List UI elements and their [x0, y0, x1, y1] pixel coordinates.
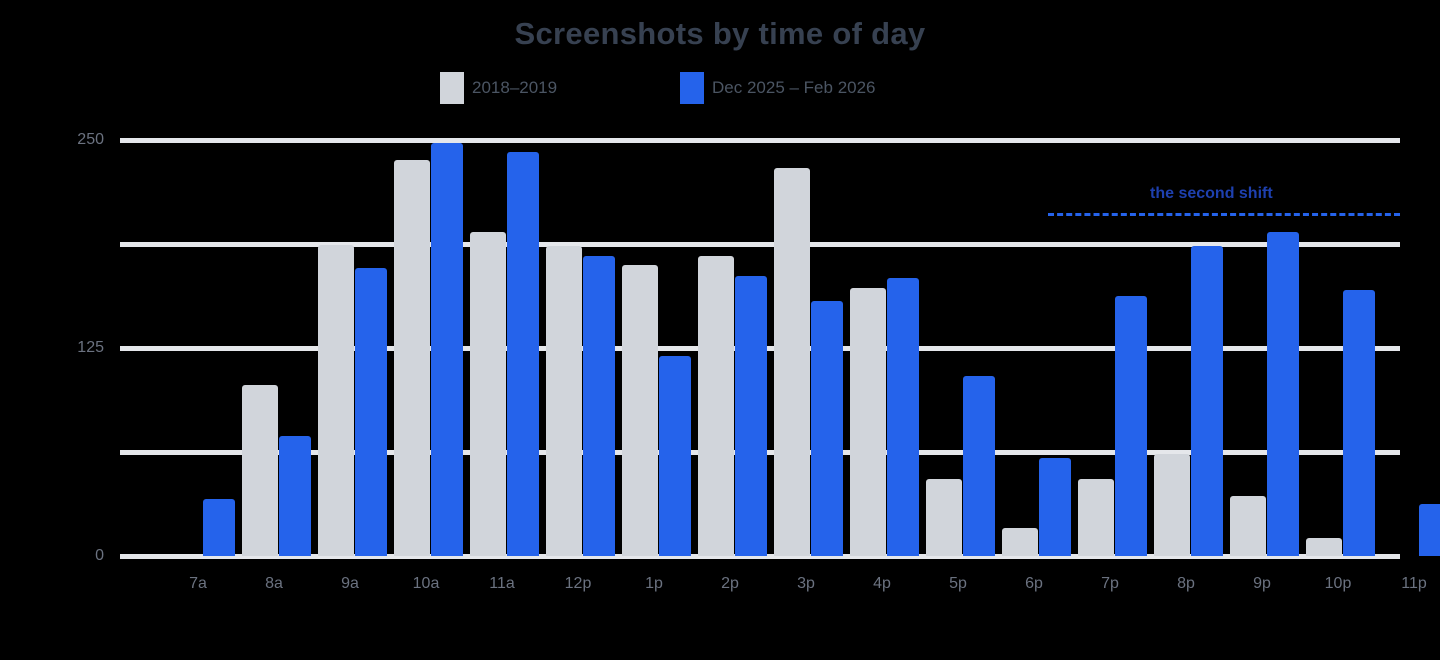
x-tick-label: 12p: [564, 575, 592, 592]
y-tick-label: 125: [77, 339, 104, 356]
legend-label: 2018–2019: [472, 78, 558, 97]
gridline: [120, 138, 1400, 143]
x-tick-label: 9a: [341, 575, 359, 592]
gridline: [120, 554, 1400, 559]
bar-2018-2019: [1002, 527, 1038, 556]
y-tick-label: 0: [95, 547, 104, 564]
bar-dec2025-feb2026: [1343, 289, 1375, 556]
x-tick-label: 6p: [1025, 575, 1043, 592]
bar-dec2025-feb2026: [1115, 296, 1147, 556]
bar-2018-2019: [926, 479, 962, 556]
bar-2018-2019: [546, 246, 582, 556]
x-tick-label: 5p: [949, 575, 967, 592]
bar-dec2025-feb2026: [1191, 246, 1223, 556]
x-tick-label: 9p: [1253, 575, 1271, 592]
bar-dec2025-feb2026: [355, 268, 387, 556]
annotation-dashed-line: [1048, 213, 1400, 216]
x-tick-label: 7p: [1101, 575, 1119, 592]
legend-swatch-blue: [680, 72, 704, 104]
bar-2018-2019: [394, 159, 430, 556]
bar-2018-2019: [774, 168, 810, 556]
gridline: [120, 242, 1400, 247]
x-tick-label: 8p: [1177, 575, 1195, 592]
x-tick-label: 11p: [1401, 575, 1427, 592]
bar-dec2025-feb2026: [887, 278, 919, 556]
bar-2018-2019: [470, 231, 506, 556]
x-tick-label: 4p: [873, 575, 891, 592]
bar-2018-2019: [1230, 496, 1266, 556]
bar-dec2025-feb2026: [431, 143, 463, 556]
bar-dec2025-feb2026: [203, 499, 235, 556]
bar-dec2025-feb2026: [811, 301, 843, 556]
x-tick-label: 10p: [1324, 575, 1352, 592]
bar-dec2025-feb2026: [735, 276, 767, 556]
legend-label: Dec 2025 – Feb 2026: [712, 78, 876, 97]
annotation-label: the second shift: [1150, 185, 1273, 202]
bar-dec2025-feb2026: [963, 376, 995, 556]
y-tick-label: 250: [77, 131, 104, 148]
bar-dec2025-feb2026: [1267, 231, 1299, 556]
bar-dec2025-feb2026: [507, 151, 539, 556]
bar-dec2025-feb2026: [279, 436, 311, 556]
bar-dec2025-feb2026: [1039, 457, 1071, 556]
legend-item-2018-2019: 2018–2019: [440, 72, 557, 104]
x-tick-label: 7a: [189, 575, 207, 592]
x-tick-label: 10a: [412, 575, 440, 592]
bar-2018-2019: [698, 256, 734, 556]
x-tick-label: 11a: [489, 575, 515, 592]
bar-2018-2019: [1154, 454, 1190, 556]
bar-2018-2019: [850, 288, 886, 556]
bar-2018-2019: [622, 264, 658, 556]
bar-dec2025-feb2026: [583, 256, 615, 556]
x-tick-label: 1p: [645, 575, 663, 592]
bar-dec2025-feb2026: [659, 356, 691, 556]
bar-2018-2019: [318, 244, 354, 556]
bar-dec2025-feb2026: [1419, 504, 1440, 556]
bar-2018-2019: [1078, 479, 1114, 556]
bar-2018-2019: [242, 384, 278, 556]
x-tick-label: 8a: [265, 575, 283, 592]
legend-item-dec2025-feb2026: Dec 2025 – Feb 2026: [680, 72, 876, 104]
chart-title: Screenshots by time of day: [514, 16, 926, 51]
x-tick-label: 2p: [721, 575, 739, 592]
x-tick-label: 3p: [797, 575, 815, 592]
bar-2018-2019: [1306, 537, 1342, 556]
legend-swatch-gray: [440, 72, 464, 104]
